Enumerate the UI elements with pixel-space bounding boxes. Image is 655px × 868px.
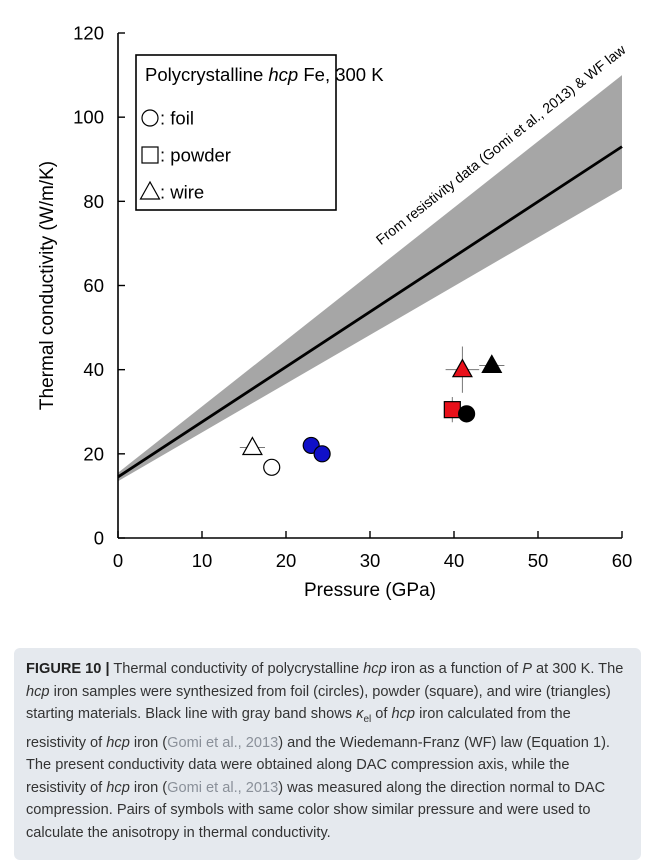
caption-label: FIGURE 10 | — [26, 661, 110, 677]
x-tick-label: 10 — [192, 550, 213, 571]
data-point-circle — [458, 405, 476, 423]
model-uncertainty-band — [118, 75, 622, 482]
data-point-triangle — [241, 436, 263, 456]
y-tick-label: 60 — [83, 275, 104, 296]
y-axis-label: Thermal conductivity (W/m/K) — [37, 161, 58, 410]
legend-box — [135, 54, 337, 211]
data-point-triangle — [451, 358, 473, 378]
legend-label: : foil — [160, 108, 194, 129]
x-tick-label: 40 — [444, 550, 465, 571]
data-point-triangle — [481, 354, 503, 374]
legend-marker-circle — [141, 109, 159, 127]
data-point-circle — [313, 445, 331, 463]
data-point-square — [443, 401, 461, 419]
x-axis-label: Pressure (GPa) — [304, 580, 436, 601]
x-tick-label: 20 — [276, 550, 297, 571]
y-tick-label: 0 — [94, 528, 104, 549]
y-tick-label: 40 — [83, 359, 104, 380]
x-tick-label: 50 — [528, 550, 549, 571]
caption-reference[interactable]: Gomi et al., 2013 — [167, 734, 279, 751]
y-tick-label: 80 — [83, 191, 104, 212]
y-tick-label: 100 — [73, 107, 104, 128]
x-tick-label: 0 — [113, 550, 123, 571]
figure-caption: FIGURE 10 | Thermal conductivity of poly… — [14, 648, 641, 860]
legend-title: Polycrystalline hcp Fe, 300 K — [145, 64, 384, 85]
x-tick-label: 30 — [360, 550, 381, 571]
legend-label: : powder — [160, 145, 231, 166]
x-tick-label: 60 — [612, 550, 633, 571]
model-line — [117, 145, 623, 479]
legend-marker-square — [141, 146, 159, 164]
legend-label: : wire — [160, 182, 204, 203]
y-tick-label: 120 — [73, 23, 104, 44]
caption-reference[interactable]: Gomi et al., 2013 — [167, 779, 279, 796]
legend-marker-triangle — [139, 180, 161, 200]
chart: From resistivity data (Gomi et al., 2013… — [37, 23, 633, 602]
y-tick-label: 20 — [83, 443, 104, 464]
legend: Polycrystalline hcp Fe, 300 K : foil : po… — [135, 54, 384, 211]
data-point-circle — [263, 458, 281, 476]
